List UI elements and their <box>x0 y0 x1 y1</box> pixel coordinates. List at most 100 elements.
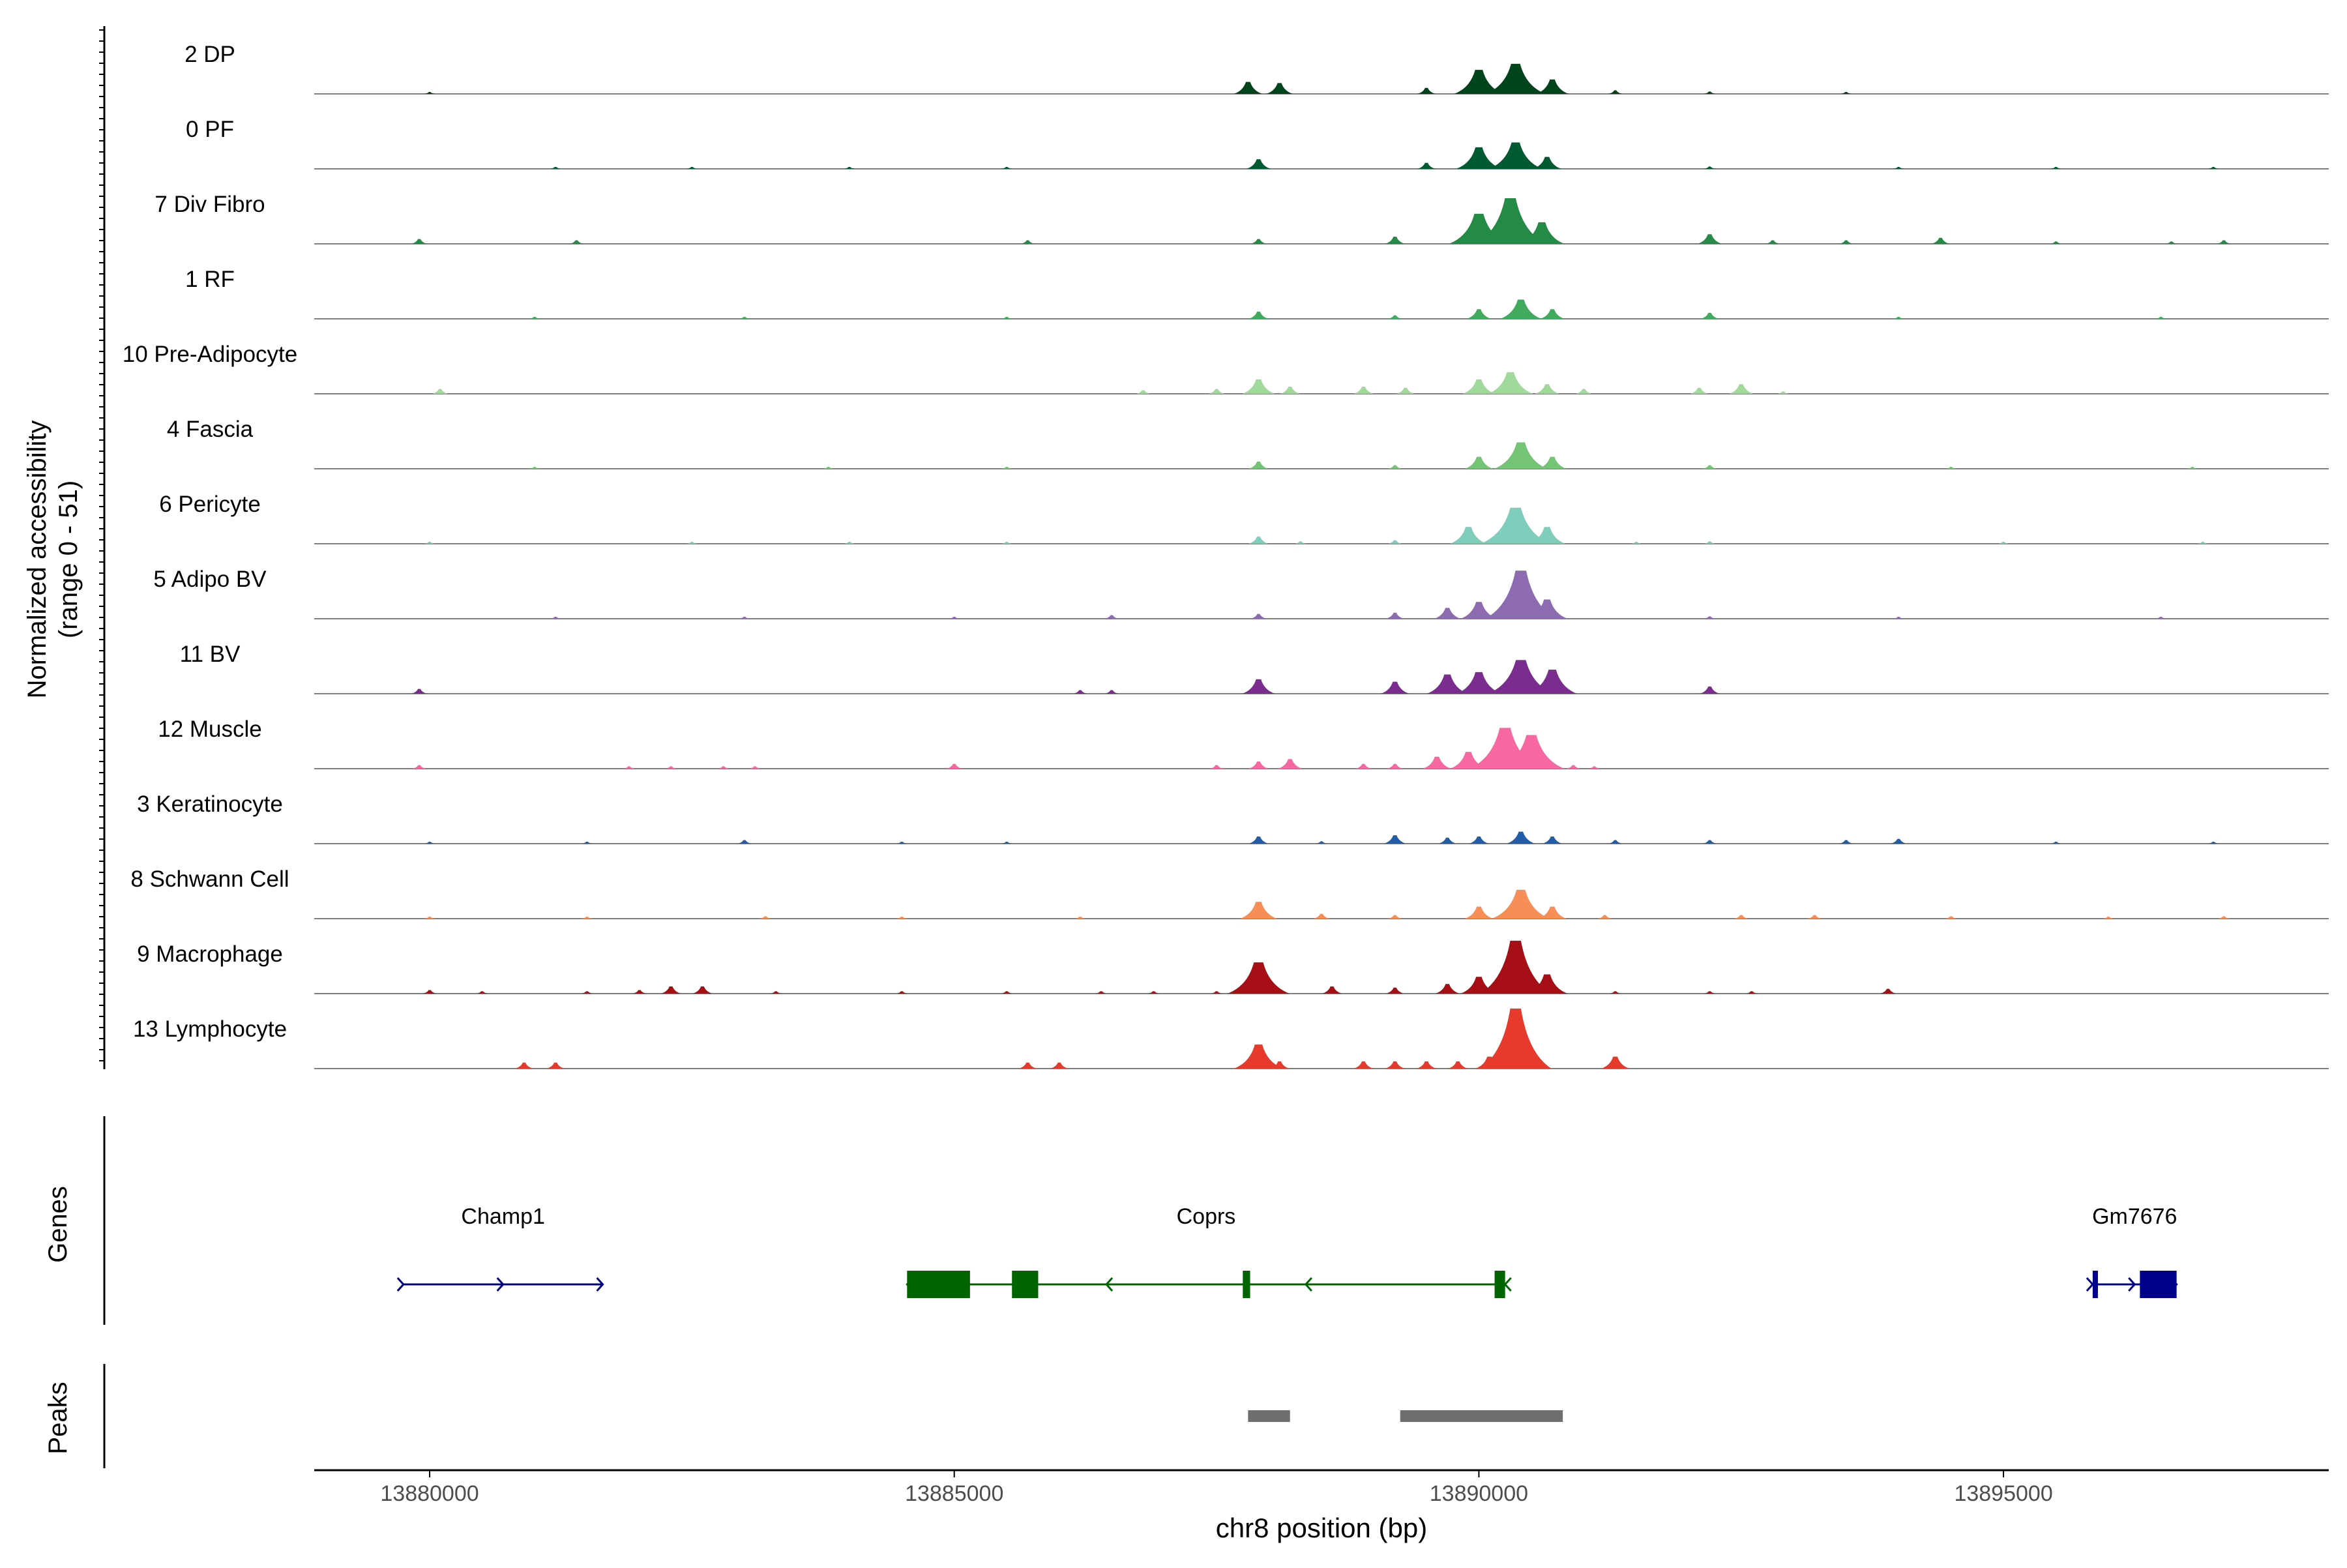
exon <box>2140 1271 2177 1298</box>
peaks-layer <box>1248 1410 1563 1422</box>
coverage-peak <box>1423 756 1452 769</box>
coverage-peak <box>1609 991 1621 994</box>
coverage-peak <box>823 467 834 469</box>
peak-region <box>1400 1410 1563 1422</box>
coverage-peak <box>1233 81 1263 94</box>
coverage-peak <box>1464 456 1494 469</box>
coverage-peak <box>1840 92 1852 94</box>
coverage-peak <box>1266 83 1293 94</box>
coverage-peak <box>1353 1061 1374 1069</box>
coverage-peak <box>529 317 540 319</box>
coverage-peak <box>1734 915 1749 919</box>
coverage-peak <box>1417 162 1436 169</box>
coverage-peak <box>2207 842 2219 844</box>
coverage-peak <box>1454 70 1504 94</box>
coverage-peak <box>1608 90 1623 94</box>
coverage-peak <box>1468 836 1490 844</box>
track-3: 7 Div Fibro <box>155 192 2329 244</box>
coverage-peak <box>1704 166 1716 169</box>
coverage-peak <box>1387 763 1404 769</box>
coverage-peak <box>476 991 488 994</box>
coverage-peak <box>1001 842 1012 844</box>
coverage-peak <box>1690 387 1709 394</box>
coverage-peak <box>1387 915 1402 919</box>
coverage-peak <box>896 842 908 844</box>
track-label: 8 Schwann Cell <box>130 866 289 892</box>
coverage-peak <box>1487 372 1533 394</box>
coverage-peak <box>1269 1061 1290 1069</box>
track-5: 10 Pre-Adipocyte <box>123 342 2329 394</box>
exon <box>907 1271 970 1298</box>
genes-layer: Champ1 Coprs Gm7676 <box>396 1204 2178 1298</box>
coverage-peak <box>1519 222 1565 244</box>
coverage-peak <box>1494 442 1548 469</box>
genes-panel-label: Genes <box>44 1186 72 1263</box>
coverage-peak <box>2050 842 2061 844</box>
coverage-peak <box>1313 913 1330 919</box>
coverage-peak <box>1631 542 1642 544</box>
coverage-peak <box>2155 317 2166 319</box>
coverage-peak <box>2207 167 2219 169</box>
coverage-peak <box>739 617 750 619</box>
coverage-peak <box>1526 599 1568 619</box>
strand-arrow <box>596 1277 604 1292</box>
coverage-peak <box>1893 617 1904 619</box>
coverage-peak <box>1246 159 1271 169</box>
coverage-peak <box>1492 889 1550 919</box>
coverage-peak <box>1355 763 1372 769</box>
coverage-peak <box>1484 570 1557 619</box>
x-tick-label: 13890000 <box>1430 1481 1528 1506</box>
coverage-peak <box>632 990 647 994</box>
coverage-peak <box>1095 991 1108 994</box>
coverage-peak <box>769 991 782 994</box>
coverage-peak <box>739 317 750 319</box>
coverage-peak <box>1233 1044 1284 1069</box>
track-label: 10 Pre-Adipocyte <box>123 342 297 367</box>
coverage-peak <box>1001 542 1012 544</box>
coverage-peak <box>424 917 435 919</box>
coverage-peak <box>1383 835 1406 844</box>
track-11: 3 Keratinocyte <box>137 791 2329 844</box>
coverage-peak <box>1464 906 1494 919</box>
coverage-peak <box>1000 991 1013 994</box>
coverage-peak <box>1387 540 1402 544</box>
coverage-peak <box>686 167 698 169</box>
coverage-peak <box>1945 916 1957 919</box>
coverage-peak <box>1447 1061 1468 1069</box>
exon <box>2092 1271 2098 1298</box>
coverage-peak <box>1250 239 1267 244</box>
coverage-peak <box>1449 527 1487 544</box>
gene-label: Coprs <box>1177 1204 1236 1229</box>
coverage-peak <box>1321 986 1342 994</box>
coverage-peak <box>1456 147 1502 169</box>
coverage-peak <box>1533 156 1562 169</box>
track-6: 4 Fascia <box>167 417 2329 469</box>
coverage-peak <box>1893 167 1904 169</box>
coverage-peak <box>1248 536 1269 544</box>
coverage-peak <box>1700 312 1719 319</box>
coverage-peak <box>1538 906 1567 919</box>
coverage-peak <box>424 92 435 94</box>
coverage-peak <box>623 766 636 769</box>
coverage-peak <box>1506 831 1535 844</box>
coverage-peak <box>424 842 435 844</box>
coverage-peak <box>1050 1062 1069 1069</box>
coverage-peak <box>1018 1062 1037 1069</box>
axes-layer: 13880000 13885000 13890000 13895000 <box>99 26 2329 1506</box>
coverage-peak <box>1074 917 1086 919</box>
coverage-peak <box>424 542 435 544</box>
track-label: 12 Muscle <box>158 717 262 742</box>
coverage-peak <box>1242 679 1275 694</box>
coverage-peak <box>1528 527 1566 544</box>
x-tick-label: 13895000 <box>1954 1481 2052 1506</box>
coverage-peak <box>1699 686 1720 694</box>
coverage-peak <box>1227 962 1290 994</box>
coverage-peak <box>1608 840 1623 844</box>
coverage-peak <box>1704 541 1716 544</box>
y-axis-label: Normalized accessibility <box>23 421 52 699</box>
coverage-peak <box>1210 991 1223 994</box>
coverage-peak <box>1880 988 1897 994</box>
coverage-peak <box>1588 766 1601 769</box>
coverage-peak <box>1385 987 1404 994</box>
coverage-peak <box>759 916 772 919</box>
